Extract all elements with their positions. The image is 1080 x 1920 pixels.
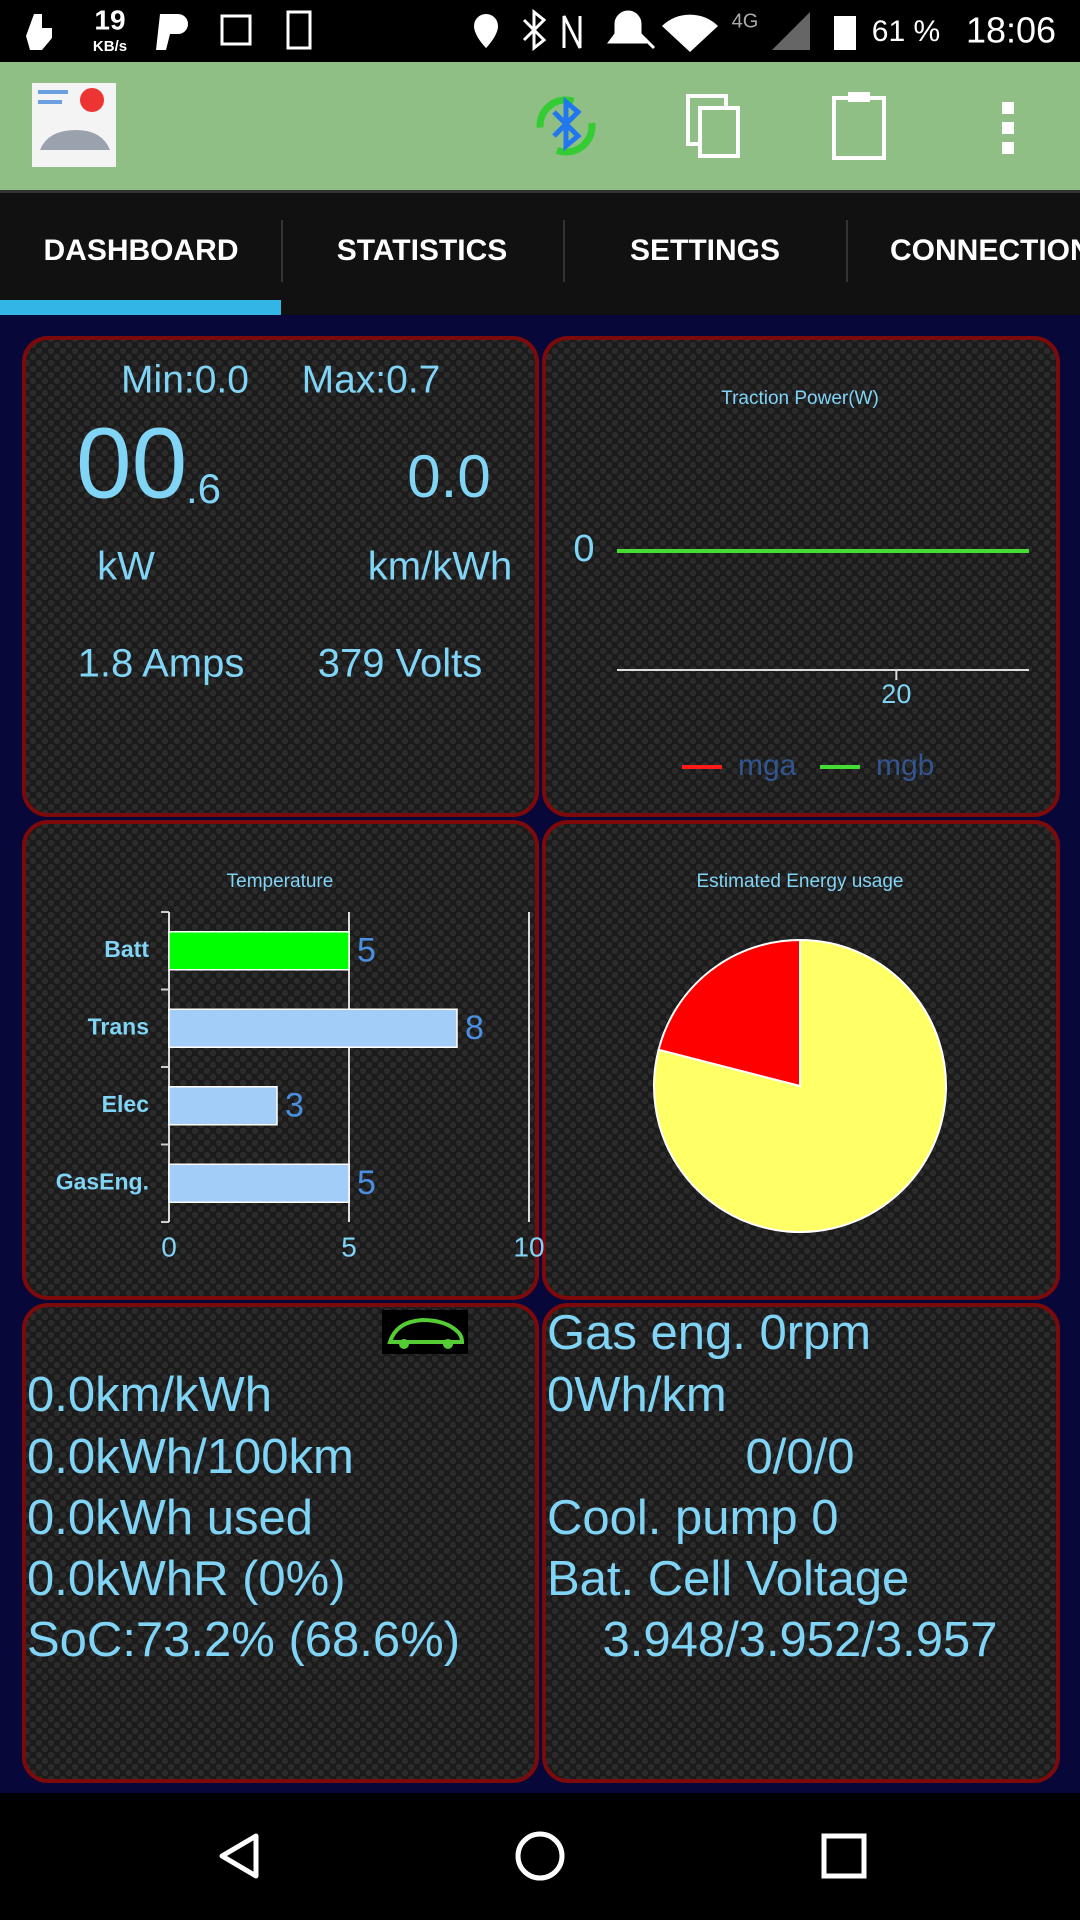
navigation-bar [0, 1793, 1080, 1920]
battery-icon [834, 16, 856, 50]
value-label: 5 [357, 932, 376, 970]
category-label: Batt [104, 936, 149, 962]
trip-line: 0.0kWh used [27, 1491, 313, 1545]
status-icon [26, 14, 52, 50]
tab[interactable]: SETTINGS [630, 234, 780, 267]
menu-dot [1002, 142, 1014, 154]
chart-title: Traction Power(W) [721, 388, 879, 409]
temperature-panel [22, 820, 539, 1300]
power-unit: kW [97, 545, 155, 589]
image-icon [220, 14, 252, 46]
mute-icon [607, 10, 656, 50]
parking-icon [286, 10, 312, 50]
eco-car-wheel [443, 1339, 453, 1349]
legend-label: mgb [876, 749, 934, 782]
trip-line: SoC:73.2% (68.6%) [27, 1613, 460, 1667]
engine-line: Bat. Cell Voltage [547, 1552, 909, 1606]
app-icon-line [38, 100, 62, 104]
signal-icon [772, 12, 810, 50]
wifi-icon [662, 14, 718, 53]
tab-indicator [0, 300, 281, 315]
copy-icon-front [698, 106, 740, 158]
eco-car-wheel [399, 1339, 409, 1349]
y-tick-label: 0 [573, 528, 594, 570]
category-label: Elec [102, 1091, 150, 1117]
voltage: 379 Volts [318, 642, 483, 686]
pie-slice [657, 938, 801, 1088]
engine-line: 0/0/0 [746, 1430, 855, 1484]
bar [168, 1163, 350, 1203]
bar [168, 1086, 278, 1126]
paypal-icon [156, 14, 188, 50]
overflow-menu[interactable] [1002, 102, 1014, 154]
bluetooth-symbol [552, 96, 582, 152]
app-icon[interactable] [32, 83, 116, 167]
bluetooth-button[interactable] [536, 96, 596, 156]
tab-separator [281, 220, 283, 282]
eco-car-body [387, 1317, 465, 1344]
tab[interactable]: DASHBOARD [44, 234, 239, 267]
trip-line: 0.0kWh/100km [27, 1430, 354, 1484]
engine-panel [542, 1303, 1060, 1783]
tab-bar-divider [0, 190, 1080, 193]
recents-button[interactable] [821, 1833, 867, 1879]
efficiency-unit: km/kWh [368, 545, 512, 589]
power-min: Min:0.0 [121, 358, 249, 401]
x-tick-label: 5 [341, 1231, 357, 1262]
value-label: 5 [357, 1164, 376, 1202]
tab[interactable]: CONNECTION [890, 234, 1080, 267]
x-tick-label: 0 [161, 1231, 177, 1262]
network-type: 4G [732, 10, 759, 32]
engine-line: 3.948/3.952/3.957 [602, 1613, 997, 1667]
power-integer: 00 [76, 407, 187, 519]
bluetooth-status-icon [522, 8, 547, 52]
engine-line: Gas eng. 0rpm [547, 1306, 871, 1360]
current: 1.8 Amps [78, 642, 245, 686]
x-tick-label: 20 [881, 679, 911, 709]
location-icon [474, 14, 498, 48]
engine-line: 0Wh/km [547, 1368, 727, 1422]
tab-separator [563, 220, 565, 282]
app-icon-car [40, 130, 110, 150]
home-button[interactable] [515, 1831, 565, 1881]
x-tick-label: 10 [513, 1231, 544, 1262]
traction-panel [542, 336, 1060, 817]
network-speed: 19 [94, 4, 125, 35]
category-label: GasEng. [56, 1168, 149, 1194]
category-label: Trans [88, 1013, 149, 1039]
back-button[interactable] [219, 1833, 259, 1879]
battery-level: 61 % [872, 15, 940, 48]
power-max: Max:0.7 [302, 358, 441, 401]
trip-panel [22, 1303, 539, 1783]
legend-label: mga [738, 749, 797, 782]
menu-dot [1002, 102, 1014, 114]
bar [168, 931, 350, 971]
network-speed-unit: KB/s [93, 38, 127, 55]
trip-line: 0.0kWhR (0%) [27, 1552, 346, 1606]
eco-car-icon [382, 1310, 468, 1354]
tab-separator [846, 220, 848, 282]
tab-bar [0, 190, 1080, 315]
power-decimal: .6 [186, 465, 221, 512]
clipboard-clip [848, 92, 870, 102]
chart-title: Temperature [227, 871, 334, 892]
menu-dot [1002, 122, 1014, 134]
engine-line: Cool. pump 0 [547, 1491, 838, 1545]
value-label: 8 [465, 1009, 484, 1047]
trip-line: 0.0km/kWh [27, 1368, 272, 1422]
app-icon-line [38, 90, 68, 94]
bar [168, 1008, 458, 1048]
app-icon-chart [80, 88, 104, 112]
value-label: 3 [285, 1087, 304, 1125]
nfc-icon [562, 15, 582, 49]
chart-title: Estimated Energy usage [696, 871, 903, 892]
tab[interactable]: STATISTICS [337, 234, 508, 267]
clipboard-button[interactable] [832, 92, 886, 160]
copy-button[interactable] [686, 94, 740, 158]
efficiency: 0.0 [407, 443, 490, 510]
clock: 18:06 [966, 10, 1056, 51]
power-panel [22, 336, 539, 817]
